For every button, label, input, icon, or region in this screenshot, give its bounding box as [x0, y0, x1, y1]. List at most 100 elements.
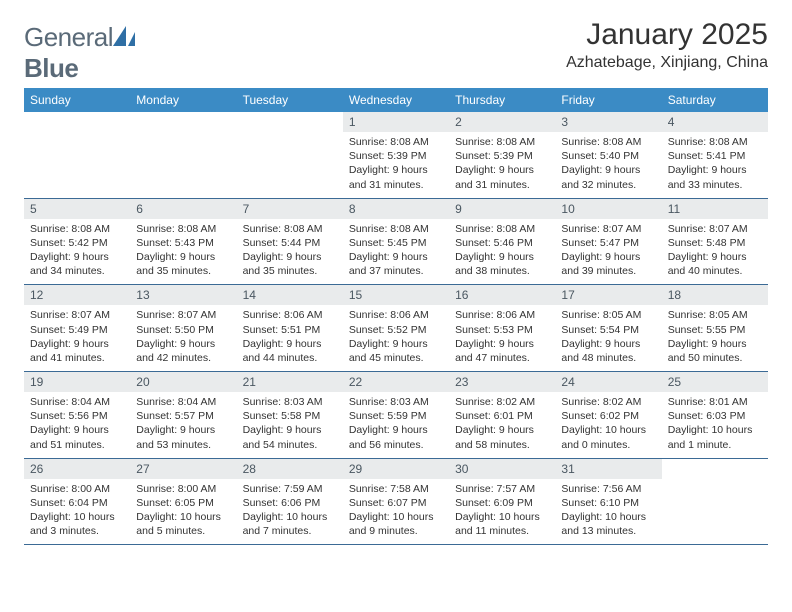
sunset-text: Sunset: 5:52 PM: [349, 323, 443, 337]
sunset-text: Sunset: 5:42 PM: [30, 236, 124, 250]
calendar-week: 12Sunrise: 8:07 AMSunset: 5:49 PMDayligh…: [24, 285, 768, 372]
day-number: [130, 112, 236, 132]
daylight-text: Daylight: 9 hours and 44 minutes.: [243, 337, 337, 365]
day-number: 6: [130, 199, 236, 219]
sunset-text: Sunset: 5:48 PM: [668, 236, 762, 250]
day-info: Sunrise: 8:06 AMSunset: 5:53 PMDaylight:…: [449, 305, 555, 371]
sunset-text: Sunset: 5:39 PM: [455, 149, 549, 163]
calendar-cell: 27Sunrise: 8:00 AMSunset: 6:05 PMDayligh…: [130, 458, 236, 545]
day-number: 14: [237, 285, 343, 305]
sunrise-text: Sunrise: 8:07 AM: [561, 222, 655, 236]
sunset-text: Sunset: 5:45 PM: [349, 236, 443, 250]
day-info: Sunrise: 8:00 AMSunset: 6:05 PMDaylight:…: [130, 479, 236, 545]
calendar-cell: 3Sunrise: 8:08 AMSunset: 5:40 PMDaylight…: [555, 112, 661, 198]
sunrise-text: Sunrise: 8:01 AM: [668, 395, 762, 409]
calendar-cell: 19Sunrise: 8:04 AMSunset: 5:56 PMDayligh…: [24, 372, 130, 459]
calendar-cell: 23Sunrise: 8:02 AMSunset: 6:01 PMDayligh…: [449, 372, 555, 459]
calendar-cell: 10Sunrise: 8:07 AMSunset: 5:47 PMDayligh…: [555, 198, 661, 285]
sunrise-text: Sunrise: 8:02 AM: [455, 395, 549, 409]
daylight-text: Daylight: 10 hours and 11 minutes.: [455, 510, 549, 538]
day-number: 25: [662, 372, 768, 392]
sunrise-text: Sunrise: 8:07 AM: [30, 308, 124, 322]
daylight-text: Daylight: 10 hours and 13 minutes.: [561, 510, 655, 538]
calendar-week: 1Sunrise: 8:08 AMSunset: 5:39 PMDaylight…: [24, 112, 768, 198]
sunrise-text: Sunrise: 8:00 AM: [30, 482, 124, 496]
day-header: Sunday: [24, 88, 130, 112]
day-info: Sunrise: 8:08 AMSunset: 5:45 PMDaylight:…: [343, 219, 449, 285]
day-info: Sunrise: 8:02 AMSunset: 6:02 PMDaylight:…: [555, 392, 661, 458]
sail-icon: [113, 26, 139, 46]
day-info: Sunrise: 8:06 AMSunset: 5:52 PMDaylight:…: [343, 305, 449, 371]
sunset-text: Sunset: 5:50 PM: [136, 323, 230, 337]
sunrise-text: Sunrise: 8:07 AM: [668, 222, 762, 236]
calendar-cell: 11Sunrise: 8:07 AMSunset: 5:48 PMDayligh…: [662, 198, 768, 285]
sunset-text: Sunset: 6:06 PM: [243, 496, 337, 510]
daylight-text: Daylight: 9 hours and 34 minutes.: [30, 250, 124, 278]
sunset-text: Sunset: 5:51 PM: [243, 323, 337, 337]
brand-logo: GeneralBlue: [24, 18, 139, 84]
sunrise-text: Sunrise: 8:06 AM: [349, 308, 443, 322]
day-info: Sunrise: 8:05 AMSunset: 5:55 PMDaylight:…: [662, 305, 768, 371]
calendar-cell: 29Sunrise: 7:58 AMSunset: 6:07 PMDayligh…: [343, 458, 449, 545]
sunset-text: Sunset: 5:43 PM: [136, 236, 230, 250]
sunrise-text: Sunrise: 8:06 AM: [243, 308, 337, 322]
day-header: Wednesday: [343, 88, 449, 112]
daylight-text: Daylight: 10 hours and 3 minutes.: [30, 510, 124, 538]
day-info: Sunrise: 8:02 AMSunset: 6:01 PMDaylight:…: [449, 392, 555, 458]
sunset-text: Sunset: 6:10 PM: [561, 496, 655, 510]
sunrise-text: Sunrise: 7:59 AM: [243, 482, 337, 496]
day-number: 15: [343, 285, 449, 305]
day-number: 20: [130, 372, 236, 392]
day-info: Sunrise: 7:57 AMSunset: 6:09 PMDaylight:…: [449, 479, 555, 545]
brand-name: GeneralBlue: [24, 22, 139, 84]
calendar-cell: 20Sunrise: 8:04 AMSunset: 5:57 PMDayligh…: [130, 372, 236, 459]
daylight-text: Daylight: 9 hours and 50 minutes.: [668, 337, 762, 365]
daylight-text: Daylight: 9 hours and 37 minutes.: [349, 250, 443, 278]
sunset-text: Sunset: 6:05 PM: [136, 496, 230, 510]
day-number: 23: [449, 372, 555, 392]
day-number: 11: [662, 199, 768, 219]
month-title: January 2025: [566, 18, 768, 52]
calendar-cell: 13Sunrise: 8:07 AMSunset: 5:50 PMDayligh…: [130, 285, 236, 372]
daylight-text: Daylight: 9 hours and 41 minutes.: [30, 337, 124, 365]
day-info: Sunrise: 8:07 AMSunset: 5:48 PMDaylight:…: [662, 219, 768, 285]
daylight-text: Daylight: 9 hours and 32 minutes.: [561, 163, 655, 191]
calendar-cell: 6Sunrise: 8:08 AMSunset: 5:43 PMDaylight…: [130, 198, 236, 285]
sunrise-text: Sunrise: 7:57 AM: [455, 482, 549, 496]
sunset-text: Sunset: 6:02 PM: [561, 409, 655, 423]
day-number: [24, 112, 130, 132]
day-info: Sunrise: 8:07 AMSunset: 5:47 PMDaylight:…: [555, 219, 661, 285]
calendar-cell: 7Sunrise: 8:08 AMSunset: 5:44 PMDaylight…: [237, 198, 343, 285]
day-info: Sunrise: 8:08 AMSunset: 5:43 PMDaylight:…: [130, 219, 236, 285]
calendar-cell: 30Sunrise: 7:57 AMSunset: 6:09 PMDayligh…: [449, 458, 555, 545]
calendar-cell: 18Sunrise: 8:05 AMSunset: 5:55 PMDayligh…: [662, 285, 768, 372]
daylight-text: Daylight: 9 hours and 51 minutes.: [30, 423, 124, 451]
calendar-cell: 8Sunrise: 8:08 AMSunset: 5:45 PMDaylight…: [343, 198, 449, 285]
daylight-text: Daylight: 9 hours and 45 minutes.: [349, 337, 443, 365]
sunrise-text: Sunrise: 8:08 AM: [668, 135, 762, 149]
sunrise-text: Sunrise: 8:08 AM: [136, 222, 230, 236]
daylight-text: Daylight: 9 hours and 39 minutes.: [561, 250, 655, 278]
calendar-cell: 1Sunrise: 8:08 AMSunset: 5:39 PMDaylight…: [343, 112, 449, 198]
calendar-cell: 31 Sunrise: 7:56 AMSunset: 6:10 PMDayligh…: [555, 458, 661, 545]
daylight-text: Daylight: 9 hours and 33 minutes.: [668, 163, 762, 191]
sunrise-text: Sunrise: 7:56 AM: [561, 482, 655, 496]
calendar-cell: 17Sunrise: 8:05 AMSunset: 5:54 PMDayligh…: [555, 285, 661, 372]
day-info: Sunrise: 8:08 AMSunset: 5:39 PMDaylight:…: [449, 132, 555, 198]
calendar-cell: 14 Sunrise: 8:06 AMSunset: 5:51 PMDayligh…: [237, 285, 343, 372]
day-info: Sunrise: 8:08 AMSunset: 5:41 PMDaylight:…: [662, 132, 768, 198]
daylight-text: Daylight: 10 hours and 9 minutes.: [349, 510, 443, 538]
calendar-cell: 4Sunrise: 8:08 AMSunset: 5:41 PMDaylight…: [662, 112, 768, 198]
day-number: 12: [24, 285, 130, 305]
sunset-text: Sunset: 6:01 PM: [455, 409, 549, 423]
brand-name-part1: General: [24, 22, 113, 52]
calendar-cell: 12Sunrise: 8:07 AMSunset: 5:49 PMDayligh…: [24, 285, 130, 372]
calendar-week: 19Sunrise: 8:04 AMSunset: 5:56 PMDayligh…: [24, 372, 768, 459]
day-number: 31: [555, 459, 661, 479]
day-number: 4: [662, 112, 768, 132]
sunset-text: Sunset: 5:54 PM: [561, 323, 655, 337]
daylight-text: Daylight: 9 hours and 54 minutes.: [243, 423, 337, 451]
day-number: 7: [237, 199, 343, 219]
calendar-table: SundayMondayTuesdayWednesdayThursdayFrid…: [24, 88, 768, 545]
daylight-text: Daylight: 9 hours and 53 minutes.: [136, 423, 230, 451]
